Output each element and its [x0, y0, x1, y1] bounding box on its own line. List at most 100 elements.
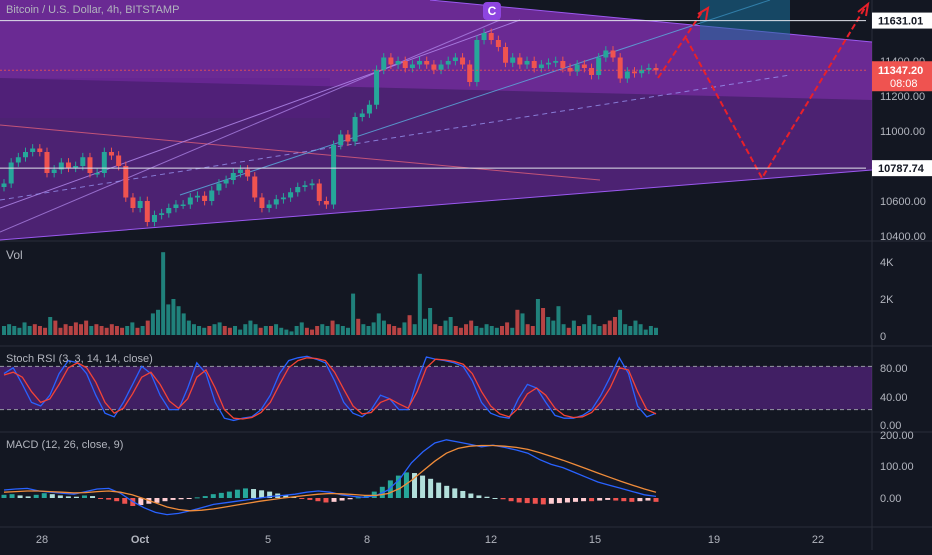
time-tick-label: 28	[36, 534, 48, 546]
volume-bar	[546, 317, 551, 335]
volume-bar	[417, 273, 422, 335]
rsi-line	[3, 357, 657, 420]
volume-bar	[310, 329, 315, 335]
candle-body	[653, 68, 659, 71]
volume-bar	[499, 326, 504, 335]
candle-body	[280, 197, 286, 200]
candle-body	[366, 104, 372, 114]
candle-body	[180, 204, 186, 206]
candle-body	[431, 64, 437, 70]
volume-bar	[294, 326, 299, 335]
chart-badge[interactable]: C	[483, 2, 501, 20]
volume-title: Vol	[6, 248, 23, 262]
volume-bar	[633, 320, 638, 335]
macd-tick-label: 100.00	[880, 461, 914, 473]
macd-histogram-bar	[492, 498, 498, 499]
candle-body	[553, 61, 559, 63]
candle-body	[560, 61, 566, 68]
volume-bar	[648, 326, 653, 335]
volume-bar	[638, 324, 643, 335]
candle-body	[230, 173, 236, 180]
candle-body	[37, 148, 43, 152]
macd-histogram-bar	[403, 472, 409, 498]
macd-histogram-bar	[323, 498, 329, 503]
volume-bar	[505, 322, 510, 335]
candle-body	[216, 183, 222, 191]
volume-bar	[284, 329, 289, 335]
candle-body	[187, 197, 193, 205]
volume-bar	[356, 318, 361, 335]
time-axis[interactable]: 28 Oct 5 8 12 15 19 22	[36, 534, 824, 546]
macd-histogram-bar	[267, 491, 273, 498]
candle-body	[58, 162, 64, 170]
candle-body	[116, 155, 122, 166]
price-levels[interactable]	[0, 0, 866, 169]
volume-bar	[458, 327, 463, 335]
volume-bar	[166, 304, 171, 335]
candle-body	[567, 68, 573, 72]
volume-bar	[571, 320, 576, 335]
volume-bar	[340, 326, 345, 335]
time-tick-label: 12	[485, 534, 497, 546]
volume-bar	[479, 327, 484, 335]
macd-histogram-bar	[508, 498, 514, 502]
candle-body	[159, 213, 165, 215]
volume-bar	[243, 324, 248, 335]
macd-histogram-bar	[186, 498, 192, 499]
volume-bar	[535, 299, 540, 335]
volume-bar	[7, 324, 12, 335]
stoch-rsi	[0, 355, 872, 422]
candle-body	[517, 57, 523, 65]
candle-body	[424, 61, 430, 65]
candle-body	[209, 190, 215, 201]
volume-bar	[79, 324, 84, 335]
volume-bar	[22, 322, 27, 335]
candle-body	[589, 68, 595, 75]
volume-bar	[238, 329, 243, 335]
projection-arrows[interactable]	[657, 1, 870, 181]
channel-drawings[interactable]	[0, 0, 873, 241]
macd-histogram-bar	[484, 496, 490, 498]
volume-bar	[438, 326, 443, 335]
macd-histogram-bar	[218, 492, 224, 498]
candle-body	[417, 61, 423, 65]
macd-histogram-bar	[347, 498, 353, 500]
candle-body	[166, 208, 172, 214]
rsi-tick-label: 80.00	[880, 363, 908, 375]
volume-bar	[114, 326, 119, 335]
macd-histogram-bar	[589, 498, 595, 502]
candle-body	[495, 40, 501, 47]
price-level-tag	[872, 160, 932, 177]
candle-body	[259, 197, 265, 208]
price-axis[interactable]: 10400.0010600.0011000.0011200.0011400.00…	[872, 0, 932, 505]
candle-body	[1, 183, 7, 187]
volume-bar	[299, 322, 304, 335]
volume-bar	[628, 326, 633, 335]
volume-bar	[258, 327, 263, 335]
volume-bar	[345, 327, 350, 335]
macd-histogram-bar	[33, 494, 39, 498]
macd-histogram-bar	[476, 495, 482, 498]
macd-histogram-bar	[194, 497, 200, 499]
arrow-head	[857, 1, 870, 17]
price-level-tag	[872, 12, 932, 29]
macd-histogram-bar	[629, 498, 635, 502]
fan-line-2	[0, 19, 501, 233]
volume-bar	[263, 326, 268, 335]
macd-histogram-bar	[122, 498, 128, 504]
candle-body	[510, 57, 516, 63]
volume-bar	[474, 326, 479, 335]
volume-bar	[68, 326, 73, 335]
macd-histogram-bar	[49, 494, 55, 498]
macd-histogram-bar	[57, 495, 63, 498]
candles	[1, 28, 659, 227]
candle-body	[374, 69, 380, 105]
macd-histogram-bar	[242, 488, 248, 498]
macd-histogram-bar	[154, 498, 160, 503]
volume-bar	[43, 327, 48, 335]
volume-bar	[32, 324, 37, 335]
candle-body	[581, 64, 587, 68]
volume-bar	[576, 326, 581, 335]
